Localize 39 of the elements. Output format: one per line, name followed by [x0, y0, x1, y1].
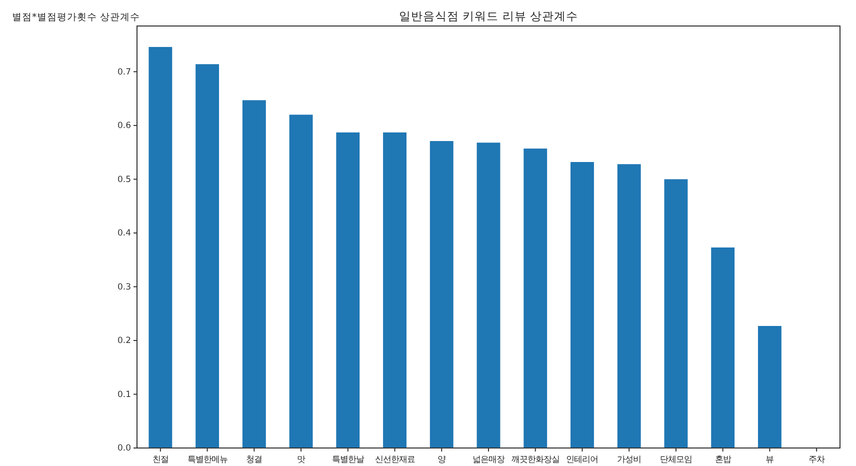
- x-tick-label: 맛: [297, 454, 306, 464]
- x-tick-label: 양: [438, 454, 446, 464]
- bar: [148, 46, 172, 448]
- x-tick-label: 가성비: [617, 454, 642, 464]
- x-tick-label: 깨끗한화장실: [511, 454, 560, 464]
- x-tick-label: 주차: [808, 454, 825, 464]
- x-tick-label: 신선한재료: [374, 454, 415, 464]
- y-tick-label: 0.0: [117, 444, 131, 454]
- chart-title: 일반음식점 키워드 리뷰 상관계수: [399, 9, 578, 23]
- bar: [570, 162, 594, 448]
- bar: [711, 247, 735, 448]
- bar: [383, 132, 406, 448]
- x-tick-label: 인테리어: [566, 454, 598, 464]
- y-tick-label: 0.1: [117, 390, 131, 400]
- x-tick-label: 넓은매장: [472, 454, 504, 464]
- x-tick-label: 특별한날: [332, 454, 364, 464]
- y-tick-label: 0.6: [117, 121, 131, 132]
- bar: [758, 326, 782, 448]
- bar: [476, 142, 500, 448]
- y-axis-title: 별점*별점평가횟수 상관계수: [12, 12, 140, 23]
- y-tick-label: 0.2: [117, 336, 131, 346]
- x-tick-label: 친절: [152, 454, 168, 464]
- bar: [617, 164, 641, 448]
- bar: [336, 132, 360, 448]
- bar: [524, 148, 548, 448]
- x-tick-label: 혼밥: [714, 454, 731, 464]
- bar: [242, 100, 266, 448]
- x-tick-label: 특별한메뉴: [187, 454, 228, 464]
- x-tick-label: 단체모임: [660, 454, 692, 464]
- bar: [430, 141, 454, 448]
- x-tick-label: 청결: [246, 454, 262, 464]
- bar: [196, 64, 220, 448]
- x-tick-label: 뷰: [766, 454, 774, 464]
- y-tick-label: 0.3: [117, 282, 131, 292]
- bar: [664, 179, 688, 448]
- y-tick-label: 0.7: [117, 67, 131, 78]
- y-tick-label: 0.5: [117, 174, 131, 185]
- bar: [289, 114, 313, 448]
- y-tick-label: 0.4: [117, 228, 131, 239]
